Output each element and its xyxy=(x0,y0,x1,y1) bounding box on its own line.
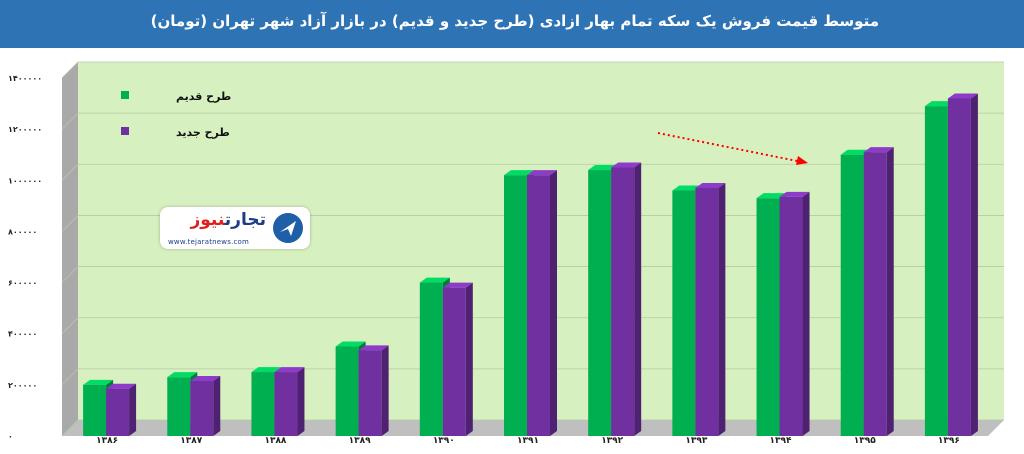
bar xyxy=(611,167,635,436)
y-tick-label: ۸۰۰۰۰۰ xyxy=(8,227,37,236)
bar-side xyxy=(381,345,389,436)
bar xyxy=(251,372,275,436)
y-tick-label: ۲۰۰۰۰۰ xyxy=(8,381,37,390)
bar-top xyxy=(83,379,114,385)
bar xyxy=(924,106,948,436)
bar-top xyxy=(588,165,619,171)
legend-swatch xyxy=(121,91,129,99)
bar xyxy=(106,388,130,436)
gridline-side xyxy=(61,164,79,181)
annotation-arrowhead xyxy=(796,156,808,165)
bar xyxy=(190,381,214,436)
bar xyxy=(442,287,466,436)
y-tick-label: ۰ xyxy=(8,432,13,441)
legend-label: طرح جدید xyxy=(176,126,230,139)
logo-name: تجارتنیوز xyxy=(190,210,266,230)
x-tick-label: ۱۳۹۳ xyxy=(685,436,707,446)
bar xyxy=(167,377,191,436)
chart-plot: ۰ ۲۰۰۰۰۰ ۴۰۰۰۰۰ ۶۰۰۰۰۰ ۸۰۰۰۰۰ ۱۰۰۰۰۰۰ ۱۲۰۰۰۰۰ ۱… xyxy=(8,61,1004,446)
bar-top xyxy=(106,383,137,389)
bar xyxy=(419,282,443,436)
bar xyxy=(947,98,971,436)
bar-side xyxy=(550,170,557,436)
gridline-side xyxy=(61,368,79,386)
y-tick-label: ۱۰۰۰۰۰۰ xyxy=(8,176,42,185)
bar xyxy=(527,175,550,436)
bar-top xyxy=(335,341,366,347)
title-bar: متوسط قیمت فروش یک سکه تمام بهار ازادی (… xyxy=(0,0,1024,48)
bar-side xyxy=(802,191,810,436)
x-tick-label: ۱۳۹۱ xyxy=(517,436,539,446)
bar-top xyxy=(779,191,810,197)
tejaratnews-logo: تجارتنیوز www.tejaratnews.com xyxy=(160,207,310,249)
bar xyxy=(840,154,864,436)
bar-top xyxy=(274,367,305,373)
gridline-side xyxy=(61,266,79,283)
bar-side xyxy=(970,93,978,436)
bar-top xyxy=(167,372,198,378)
bar-top xyxy=(863,147,894,153)
bar-top xyxy=(840,149,871,155)
bar-top xyxy=(947,93,978,99)
bar-top xyxy=(695,182,726,188)
bar xyxy=(504,175,527,436)
x-tick-label: ۱۳۸۷ xyxy=(180,436,202,446)
y-tick-label: ۱۲۰۰۰۰۰ xyxy=(8,125,42,134)
bar-top xyxy=(358,345,389,351)
bar-side xyxy=(465,282,473,436)
gridline-side xyxy=(61,112,79,130)
x-tick-label: ۱۳۸۸ xyxy=(264,436,286,446)
bar-top xyxy=(756,193,787,199)
logo-globe-icon xyxy=(273,213,303,243)
bar-side xyxy=(129,383,137,436)
bar-top xyxy=(924,101,955,107)
gridline-side xyxy=(61,419,79,437)
bar xyxy=(779,196,803,436)
bar xyxy=(695,187,719,436)
x-tick-label: ۱۳۸۶ xyxy=(96,436,118,446)
bar xyxy=(863,152,887,436)
x-tick-label: ۱۳۹۰ xyxy=(433,436,455,446)
bar xyxy=(274,372,298,436)
plot-side-wall xyxy=(62,62,78,436)
chart-title: متوسط قیمت فروش یک سکه تمام بهار ازادی (… xyxy=(150,12,879,30)
bar-top xyxy=(504,170,534,176)
bar xyxy=(672,190,696,436)
bar xyxy=(335,346,359,436)
bar-side xyxy=(634,162,642,436)
bar-top xyxy=(672,185,703,191)
bar-top xyxy=(527,170,557,176)
bar-top xyxy=(251,367,282,373)
y-tick-label: ۱۴۰۰۰۰۰ xyxy=(8,74,42,83)
x-tick-label: ۱۳۸۹ xyxy=(349,436,371,446)
bar xyxy=(588,170,612,437)
bar-side xyxy=(886,147,894,436)
bar xyxy=(83,384,107,436)
x-tick-label: ۱۳۹۴ xyxy=(770,436,792,446)
bar xyxy=(756,198,780,436)
x-tick-label: ۱۳۹۶ xyxy=(938,436,960,446)
x-tick-label: ۱۳۹۵ xyxy=(854,436,876,446)
gridline-side xyxy=(61,61,79,79)
bar xyxy=(358,350,382,436)
y-tick-label: ۶۰۰۰۰۰ xyxy=(8,279,37,288)
bar-top xyxy=(611,162,642,168)
gridline-side xyxy=(61,215,79,232)
legend-label: طرح قدیم xyxy=(176,90,231,103)
x-tick-label: ۱۳۹۲ xyxy=(601,436,623,446)
bar-top xyxy=(442,282,473,288)
bar-side xyxy=(718,182,726,436)
legend-swatch xyxy=(121,127,129,135)
bar-side xyxy=(213,376,221,436)
bar-top xyxy=(190,376,221,382)
logo-website: www.tejaratnews.com xyxy=(168,238,250,246)
gridline-side xyxy=(61,317,79,334)
y-tick-label: ۴۰۰۰۰۰ xyxy=(8,330,37,339)
bar-top xyxy=(419,277,450,283)
bar-side xyxy=(297,367,305,436)
